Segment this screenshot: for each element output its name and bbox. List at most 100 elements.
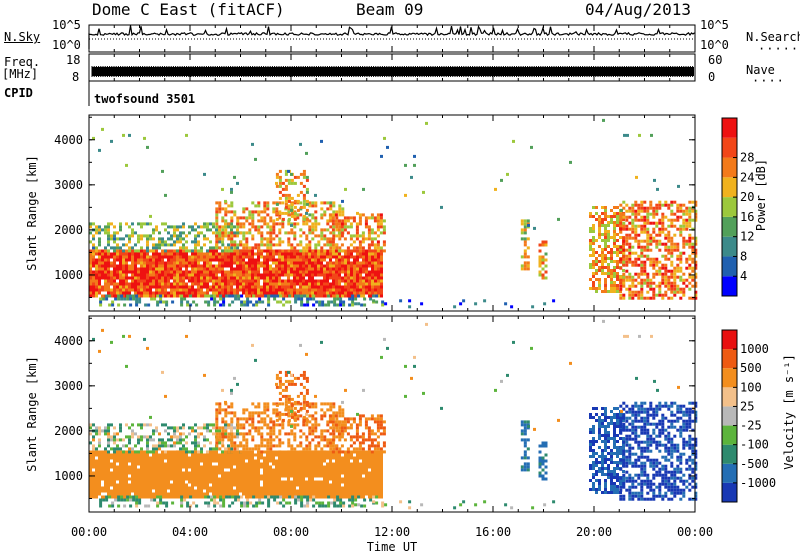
power-cell	[328, 213, 332, 217]
velocity-cell	[155, 471, 158, 475]
power-cell	[595, 206, 598, 209]
power-cell	[320, 213, 324, 217]
power-cell	[592, 260, 595, 263]
velocity-cell	[326, 492, 329, 496]
power-cell	[384, 302, 388, 306]
velocity-cell	[230, 453, 233, 457]
power-cell	[655, 257, 659, 261]
velocity-cell	[209, 471, 212, 475]
velocity-cell	[104, 456, 107, 460]
velocity-cell	[170, 477, 173, 481]
power-cell	[251, 210, 255, 214]
velocity-cell	[215, 450, 218, 454]
power-cell	[128, 276, 131, 280]
power-cell	[267, 300, 271, 304]
power-cell	[326, 249, 329, 253]
power-cell	[275, 202, 279, 206]
power-cell	[658, 221, 662, 225]
power-cell	[134, 231, 137, 235]
power-cell	[329, 273, 332, 277]
velocity-cell	[326, 474, 329, 478]
velocity-cell	[122, 486, 125, 490]
power-cell	[679, 296, 683, 300]
power-cell	[318, 303, 322, 307]
power-cell	[679, 215, 683, 219]
power-cell	[676, 227, 680, 231]
velocity-cell	[293, 459, 296, 463]
velocity-cell	[119, 456, 122, 460]
power-cell	[230, 291, 233, 295]
power-cell	[245, 291, 248, 295]
power-cell	[209, 273, 212, 277]
power-cell	[227, 222, 231, 226]
power-cell	[107, 261, 110, 265]
power-cell	[179, 273, 182, 277]
velocity-cell	[107, 462, 110, 466]
velocity-cell	[224, 477, 227, 481]
power-cell	[652, 263, 656, 267]
velocity-cell	[185, 489, 188, 493]
velocity-cell	[155, 459, 158, 463]
power-cell	[231, 300, 235, 304]
power-cell	[144, 303, 148, 307]
power-cell	[610, 284, 613, 287]
power-cell	[240, 294, 244, 298]
velocity-cell	[290, 483, 293, 487]
velocity-cell	[152, 471, 155, 475]
velocity-cell	[269, 486, 272, 490]
power-cell	[323, 249, 327, 253]
velocity-cell	[155, 462, 158, 466]
velocity-cell	[323, 459, 326, 463]
power-cell	[131, 276, 134, 280]
power-cell	[318, 300, 322, 304]
power-cell	[248, 231, 252, 235]
velocity-cell	[140, 471, 143, 475]
power-cell	[263, 285, 266, 289]
power-cell	[305, 190, 309, 194]
power-cell	[263, 282, 266, 286]
velocity-cell	[194, 477, 197, 481]
velocity-cell	[347, 462, 350, 466]
power-cell	[661, 218, 665, 222]
power-cell	[658, 233, 662, 237]
velocity-cell	[224, 480, 227, 484]
power-cell	[610, 218, 613, 221]
power-cell	[637, 242, 641, 246]
power-cell	[278, 291, 281, 295]
power-cell	[628, 206, 632, 210]
power-cell	[628, 278, 632, 282]
power-cell	[179, 261, 182, 265]
velocity-cell	[266, 450, 269, 454]
power-cell	[589, 263, 592, 266]
power-cell	[179, 279, 182, 283]
power-cell	[290, 172, 293, 176]
power-cell	[260, 255, 263, 259]
velocity-cell	[95, 477, 98, 481]
power-cell	[95, 276, 98, 280]
power-cell	[601, 233, 604, 236]
power-cell	[670, 290, 674, 294]
velocity-cell	[158, 480, 161, 484]
power-cell	[649, 284, 653, 288]
power-cell	[335, 288, 338, 292]
velocity-cell	[311, 468, 314, 472]
power-cell	[143, 267, 146, 271]
velocity-cell	[284, 489, 287, 493]
power-cell	[269, 216, 273, 220]
power-cell	[314, 234, 318, 238]
velocity-cell	[131, 474, 134, 478]
power-cell	[224, 225, 227, 229]
power-cell	[146, 258, 149, 262]
velocity-cell	[254, 483, 257, 487]
power-cell	[344, 267, 347, 271]
velocity-cell	[329, 492, 332, 496]
power-cell	[140, 252, 143, 256]
velocity-cell	[113, 495, 116, 499]
power-cell	[353, 267, 356, 271]
power-cell	[161, 288, 164, 292]
power-cell	[616, 224, 619, 227]
power-cell	[290, 270, 293, 274]
power-cell	[607, 263, 610, 266]
power-cell	[191, 285, 194, 289]
power-cell	[691, 278, 695, 282]
